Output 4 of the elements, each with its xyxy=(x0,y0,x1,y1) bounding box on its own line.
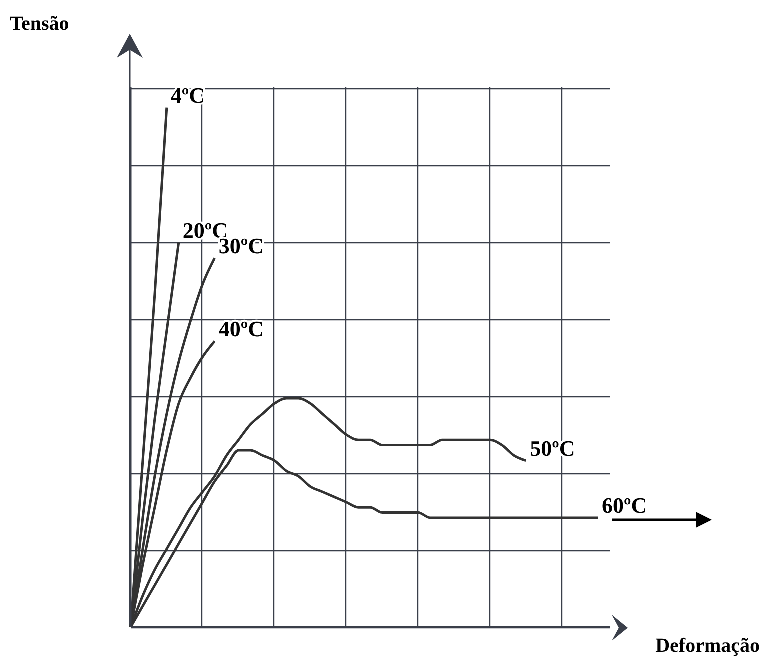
series-label: 40ºC xyxy=(218,316,264,342)
x-axis-title: Deformação xyxy=(656,635,760,657)
series-label: 60ºC xyxy=(602,493,648,518)
y-axis-title: Tensão xyxy=(10,13,70,35)
